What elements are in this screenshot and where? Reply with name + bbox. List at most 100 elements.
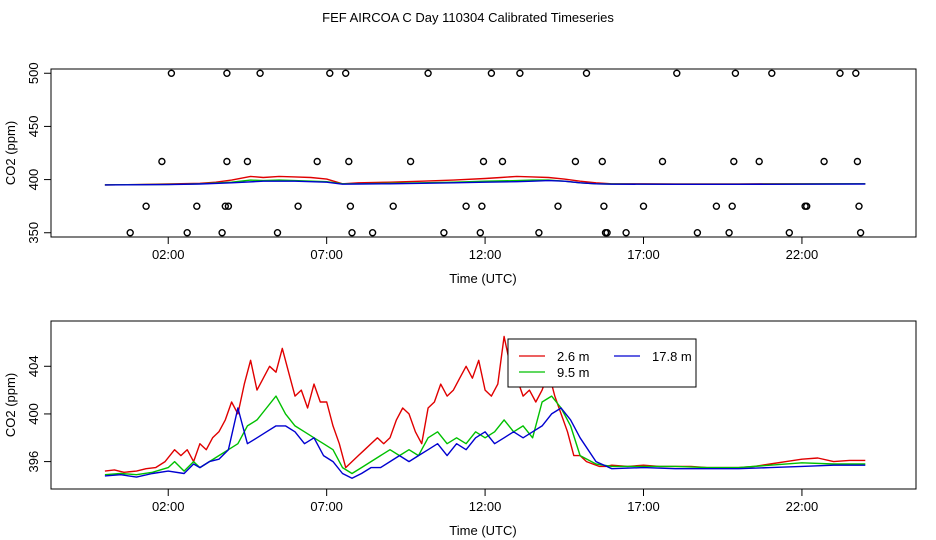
marker-point <box>221 202 230 210</box>
top-y-axis-label: CO2 (ppm) <box>3 121 18 185</box>
bottom-y-axis: 396 400 404 <box>26 355 51 472</box>
x-tick-label: 12:00 <box>469 499 502 514</box>
marker-point <box>516 69 524 78</box>
marker-point <box>406 157 415 166</box>
legend-label-17-8m: 17.8 m <box>652 349 692 364</box>
marker-point <box>730 157 738 166</box>
marker-point <box>479 157 488 166</box>
legend: 2.6 m 17.8 m 9.5 m <box>507 338 697 388</box>
y-tick-label: 400 <box>26 169 41 191</box>
marker-point <box>658 157 667 166</box>
bottom-panel: 02:00 07:00 12:00 17:00 22:00 396 400 404 Time… <box>3 320 917 538</box>
marker-point <box>142 202 150 210</box>
marker-point <box>598 157 606 166</box>
marker-point <box>346 202 355 210</box>
x-tick-label: 02:00 <box>152 499 185 514</box>
bottom-series-lines <box>104 335 866 479</box>
marker-point <box>313 157 321 166</box>
series-line-2 <box>104 395 866 476</box>
top-x-axis: 02:00 07:00 12:00 17:00 22:00 <box>152 237 818 262</box>
marker-point <box>348 228 356 237</box>
marker-point <box>476 228 484 237</box>
bottom-x-axis: 02:00 07:00 12:00 17:00 22:00 <box>152 489 818 514</box>
x-tick-label: 22:00 <box>786 247 819 262</box>
marker-point <box>487 69 496 78</box>
marker-point <box>693 228 702 237</box>
marker-point <box>571 157 580 166</box>
marker-point <box>554 202 562 210</box>
marker-point <box>820 157 828 166</box>
marker-point <box>183 228 191 237</box>
marker-point <box>498 157 507 166</box>
marker-point <box>126 228 134 237</box>
marker-point <box>478 202 486 210</box>
marker-point <box>856 228 865 237</box>
marker-point <box>223 157 231 166</box>
marker-point <box>243 157 252 166</box>
top-y-axis: 350 400 450 500 <box>26 62 51 244</box>
marker-point <box>342 69 350 78</box>
marker-point <box>440 228 448 237</box>
marker-point <box>224 202 233 210</box>
marker-point <box>345 157 353 166</box>
series-line-1 <box>104 335 866 473</box>
marker-point <box>673 69 681 78</box>
marker-point <box>855 202 863 210</box>
marker-point <box>223 69 231 78</box>
marker-point <box>218 228 226 237</box>
marker-point <box>294 202 302 210</box>
x-tick-label: 12:00 <box>469 247 502 262</box>
bottom-plot-frame <box>50 320 917 490</box>
marker-point <box>326 69 334 78</box>
marker-point <box>603 228 611 237</box>
y-tick-label: 400 <box>26 403 41 425</box>
marker-point <box>193 202 201 210</box>
marker-point <box>836 69 844 78</box>
legend-label-2-6m: 2.6 m <box>557 349 590 364</box>
marker-point <box>424 69 432 78</box>
x-tick-label: 07:00 <box>310 247 343 262</box>
top-panel: 02:00 07:00 12:00 17:00 22:00 350 400 450 500 T… <box>3 62 917 286</box>
top-plot-frame <box>50 68 917 238</box>
marker-point <box>622 228 630 237</box>
x-tick-label: 17:00 <box>627 499 660 514</box>
marker-point <box>639 202 648 210</box>
marker-point <box>768 69 776 78</box>
y-tick-label: 396 <box>26 451 41 473</box>
marker-point <box>389 202 397 210</box>
legend-box <box>507 338 697 388</box>
y-tick-label: 500 <box>26 62 41 84</box>
marker-point <box>785 228 793 237</box>
marker-point <box>755 157 763 166</box>
marker-point <box>712 202 721 210</box>
marker-point <box>853 157 862 166</box>
marker-point <box>803 202 811 210</box>
marker-point <box>852 69 860 78</box>
top-x-axis-label: Time (UTC) <box>449 271 516 286</box>
y-tick-label: 350 <box>26 222 41 244</box>
marker-point <box>256 69 264 78</box>
marker-point <box>731 69 740 78</box>
marker-point <box>158 157 166 166</box>
y-tick-label: 450 <box>26 116 41 138</box>
legend-label-9-5m: 9.5 m <box>557 365 590 380</box>
marker-point <box>535 228 543 237</box>
marker-point <box>600 202 608 210</box>
series-line-3 <box>104 179 866 186</box>
figure-title: FEF AIRCOA C Day 110304 Calibrated Times… <box>322 10 614 25</box>
bottom-y-axis-label: CO2 (ppm) <box>3 373 18 437</box>
bottom-x-axis-label: Time (UTC) <box>449 523 516 538</box>
x-tick-label: 07:00 <box>310 499 343 514</box>
x-tick-label: 22:00 <box>786 499 819 514</box>
marker-point <box>462 202 470 210</box>
marker-point <box>728 202 736 210</box>
marker-point <box>368 228 377 237</box>
series-line-3 <box>104 407 866 479</box>
marker-point <box>167 69 176 78</box>
marker-point <box>582 69 591 78</box>
x-tick-label: 02:00 <box>152 247 185 262</box>
y-tick-label: 404 <box>26 355 41 377</box>
top-series-lines <box>104 175 866 186</box>
marker-point <box>725 228 733 237</box>
